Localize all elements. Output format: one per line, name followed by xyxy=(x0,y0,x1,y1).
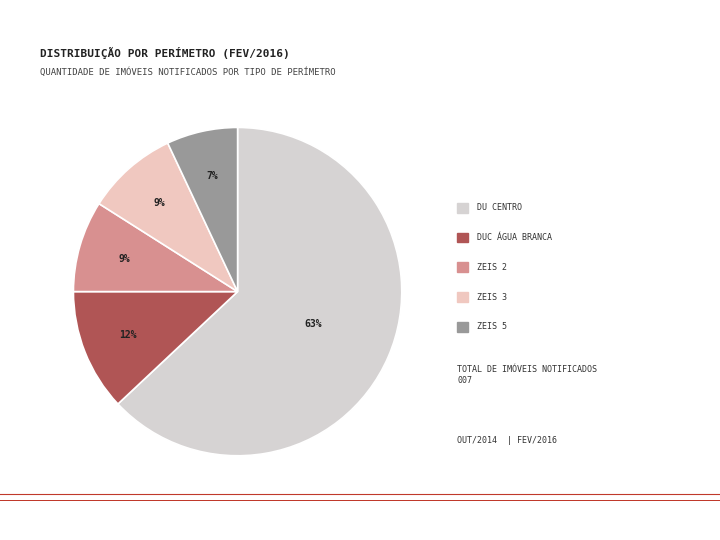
Text: ZEIS 5: ZEIS 5 xyxy=(477,322,507,331)
Text: 12%: 12% xyxy=(119,330,137,340)
Text: 9%: 9% xyxy=(153,198,166,208)
Wedge shape xyxy=(99,143,238,292)
Text: 7%: 7% xyxy=(206,171,217,181)
Text: 63%: 63% xyxy=(304,319,322,329)
Text: DUC ÁGUA BRANCA: DUC ÁGUA BRANCA xyxy=(477,233,552,242)
Wedge shape xyxy=(73,204,238,292)
Wedge shape xyxy=(118,127,402,456)
Wedge shape xyxy=(168,127,238,292)
Text: DU CENTRO: DU CENTRO xyxy=(477,204,522,212)
Text: OUT/2014  | FEV/2016: OUT/2014 | FEV/2016 xyxy=(457,436,557,445)
Text: QUANTIDADE DE IMÓVEIS NOTIFICADOS POR TIPO DE PERÍMETRO: QUANTIDADE DE IMÓVEIS NOTIFICADOS POR TI… xyxy=(40,67,336,77)
Text: DISTRIBUIÇÃO POR PERÍMETRO (FEV/2016): DISTRIBUIÇÃO POR PERÍMETRO (FEV/2016) xyxy=(40,46,289,59)
Text: ZEIS 2: ZEIS 2 xyxy=(477,263,507,272)
Text: ZEIS 3: ZEIS 3 xyxy=(477,293,507,301)
Text: TOTAL DE IMÓVEIS NOTIFICADOS
007: TOTAL DE IMÓVEIS NOTIFICADOS 007 xyxy=(457,364,597,386)
Wedge shape xyxy=(73,292,238,404)
Text: 9%: 9% xyxy=(118,254,130,264)
